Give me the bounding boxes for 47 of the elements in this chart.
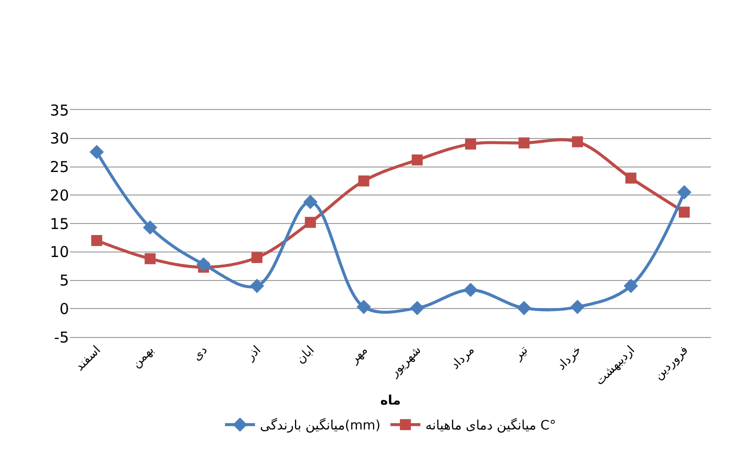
- x-axis-title: ماه: [380, 393, 401, 408]
- point: [410, 300, 424, 316]
- point: [304, 216, 316, 228]
- x-tick-label: ابان: [293, 342, 317, 366]
- y-tick-label: 30: [50, 130, 69, 148]
- x-tick-label: دی: [190, 342, 210, 364]
- y-tick-label: 35: [50, 101, 69, 120]
- legend-label: میانگین دمای ماهیانه C°: [425, 418, 556, 434]
- x-tick-label: مهر: [346, 342, 370, 367]
- point: [356, 300, 371, 314]
- x-tick-label: فروردین: [651, 342, 691, 382]
- y-tick-label: 25: [50, 158, 69, 176]
- point: [625, 172, 636, 184]
- point: [465, 138, 476, 150]
- point: [144, 253, 156, 264]
- x-tick-label: تیر: [510, 342, 530, 364]
- point: [463, 282, 478, 298]
- point: [91, 235, 102, 246]
- point: [677, 185, 692, 200]
- y-tick-label: -5: [54, 328, 69, 346]
- y-tick-label: 15: [50, 214, 69, 233]
- point: [303, 194, 318, 210]
- point: [251, 252, 262, 264]
- x-tick-label: اردیبهشت: [592, 342, 638, 388]
- point: [624, 278, 638, 294]
- y-tick-label: 0: [59, 300, 69, 318]
- x-tick-label: بهمن: [128, 342, 156, 370]
- point: [570, 300, 585, 314]
- point: [90, 144, 104, 160]
- point: [678, 206, 690, 218]
- y-tick-label: 10: [50, 243, 69, 262]
- x-tick-label: مرداد: [448, 342, 477, 372]
- x-tick-label: اذر: [242, 342, 264, 364]
- point: [358, 175, 370, 186]
- x-tick-label: اسفند: [72, 342, 104, 374]
- y-tick-label: 20: [50, 186, 69, 204]
- point: [250, 278, 264, 294]
- point: [196, 257, 211, 272]
- point: [412, 154, 423, 166]
- x-tick-label: شهریور: [386, 342, 424, 380]
- y-tick-label: 5: [59, 272, 69, 290]
- point: [518, 137, 530, 148]
- point: [516, 300, 532, 316]
- x-tick-label: خرداد: [554, 342, 584, 373]
- point: [572, 136, 583, 148]
- point: [142, 220, 158, 235]
- legend-label: میانگین بارندگی(mm): [260, 418, 380, 434]
